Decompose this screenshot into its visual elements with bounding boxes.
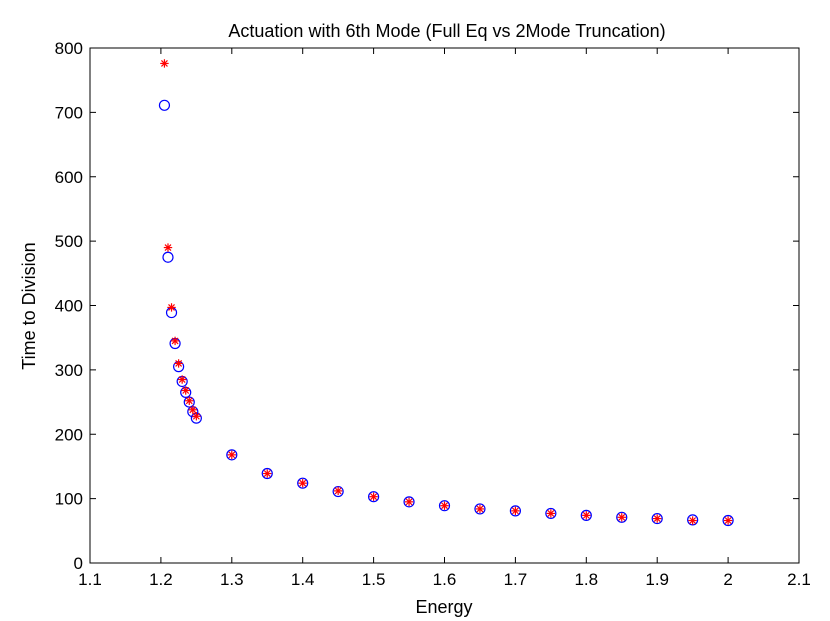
y-tick-label: 700 [55, 103, 83, 122]
x-tick-label: 1.1 [78, 570, 102, 589]
data-point-circle [297, 477, 309, 489]
data-point-circle [368, 491, 380, 503]
data-point-circle [261, 467, 273, 480]
data-point-asterisk [369, 492, 378, 501]
data-point-circle [474, 503, 486, 515]
x-tick-label: 1.8 [574, 570, 598, 589]
data-point-asterisk [181, 386, 190, 395]
data-point-circle [332, 485, 344, 498]
y-tick-label: 400 [55, 297, 83, 316]
data-point-asterisk [227, 450, 236, 460]
chart-title: Actuation with 6th Mode (Full Eq vs 2Mod… [228, 21, 665, 41]
y-tick-label: 200 [55, 425, 83, 444]
data-point-circle [509, 505, 522, 517]
y-tick-label: 300 [55, 361, 83, 380]
data-point-asterisk [617, 513, 626, 522]
data-point-asterisk [298, 478, 307, 488]
x-tick-label: 2.1 [787, 570, 811, 589]
data-point-circle [403, 496, 415, 508]
y-tick-label: 500 [55, 232, 83, 251]
data-point-circle [226, 449, 238, 461]
data-point-asterisk [163, 243, 173, 252]
data-point-asterisk [333, 486, 343, 496]
y-axis-label: Time to Division [19, 242, 39, 369]
y-tick-label: 800 [55, 39, 83, 58]
x-tick-label: 2 [723, 570, 732, 589]
data-point-asterisk [185, 396, 194, 405]
data-point-asterisk [174, 359, 183, 368]
x-tick-label: 1.3 [220, 570, 244, 589]
data-point-asterisk [440, 501, 449, 510]
x-tick-label: 1.7 [504, 570, 528, 589]
data-point-asterisk [688, 516, 697, 525]
data-point-circle [158, 99, 171, 111]
data-point-asterisk [404, 497, 414, 507]
data-point-asterisk [170, 336, 180, 346]
x-tick-label: 1.6 [433, 570, 457, 589]
x-tick-label: 1.9 [645, 570, 669, 589]
data-point-asterisk [723, 516, 733, 525]
data-point-asterisk [192, 412, 201, 421]
data-point-asterisk [511, 506, 520, 516]
data-point-circle [162, 251, 174, 263]
data-point-asterisk [475, 504, 485, 514]
x-tick-label: 1.4 [291, 570, 315, 589]
x-axis-label: Energy [415, 597, 472, 617]
data-point-asterisk [167, 303, 176, 312]
data-point-circle [545, 507, 557, 520]
data-point-circle [722, 514, 734, 527]
data-point-circle [687, 514, 699, 526]
y-tick-label: 600 [55, 168, 83, 187]
data-point-circle [580, 509, 592, 521]
data-point-asterisk [177, 375, 187, 384]
y-tick-label: 100 [55, 490, 83, 509]
data-point-asterisk [653, 514, 662, 523]
data-point-circle [616, 511, 628, 523]
data-point-asterisk [582, 511, 591, 520]
data-point-asterisk [188, 405, 198, 414]
x-tick-label: 1.2 [149, 570, 173, 589]
data-point-circle [438, 500, 451, 512]
data-point-circle [651, 512, 663, 525]
plot-area [89, 47, 800, 564]
x-tick-label: 1.5 [362, 570, 386, 589]
y-tick-label: 0 [74, 554, 83, 573]
data-point-asterisk [160, 59, 169, 68]
data-point-asterisk [546, 509, 556, 518]
data-point-asterisk [263, 469, 272, 478]
